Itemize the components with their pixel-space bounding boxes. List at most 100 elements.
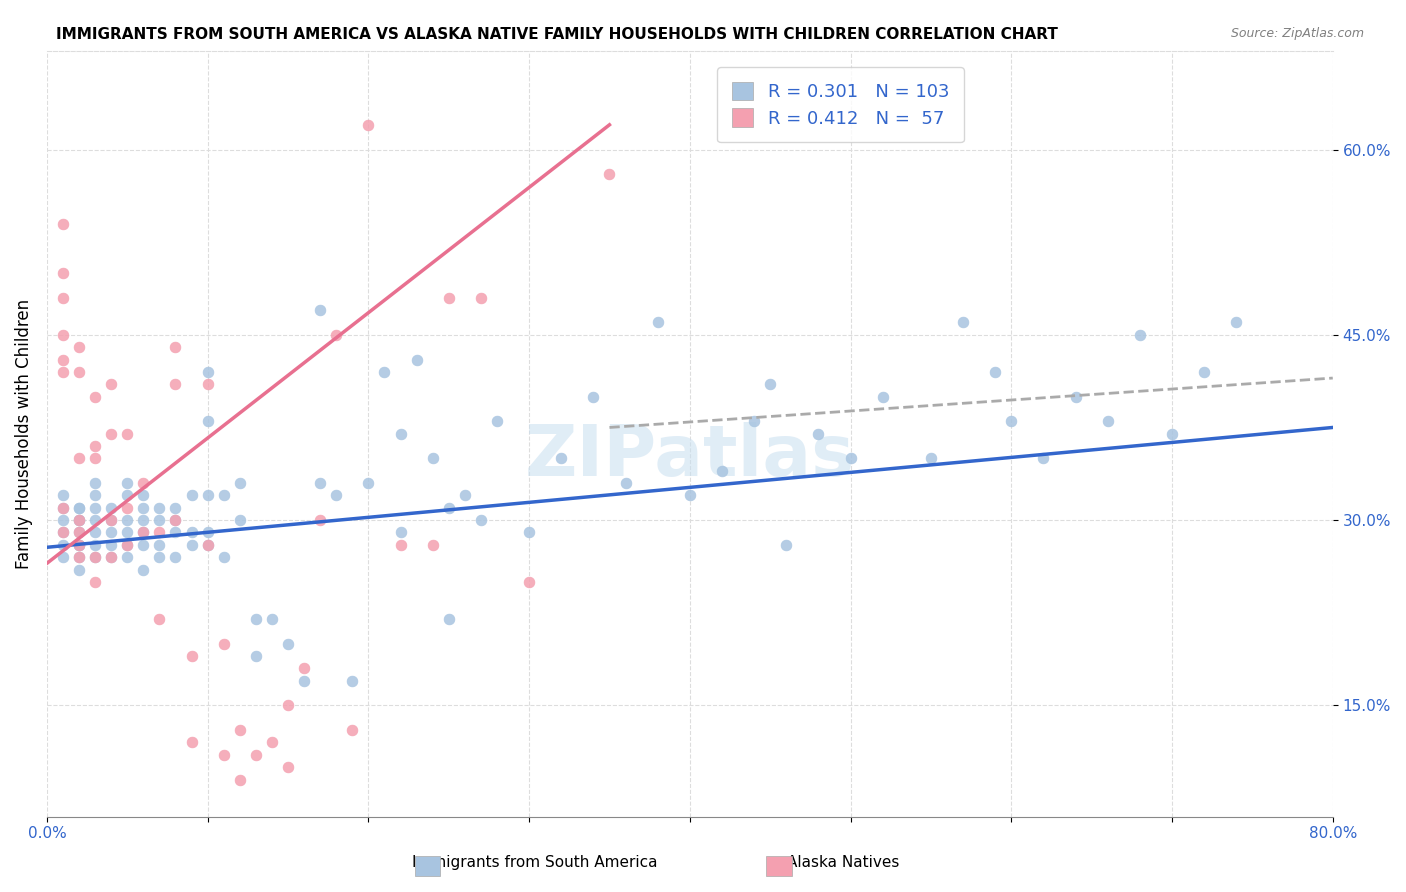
Point: [52, 327, 75, 342]
Point: [357, 118, 380, 132]
Point: [84, 513, 107, 527]
Point: [197, 377, 219, 392]
Point: [100, 550, 122, 565]
Point: [148, 500, 170, 515]
Point: [1225, 315, 1247, 329]
Point: [52, 538, 75, 552]
Point: [389, 525, 412, 540]
Point: [148, 525, 170, 540]
Point: [325, 327, 347, 342]
Point: [84, 574, 107, 589]
Point: [342, 723, 364, 738]
Point: [84, 476, 107, 491]
Point: [485, 414, 508, 428]
Point: [84, 390, 107, 404]
Point: [1000, 414, 1022, 428]
Point: [52, 365, 75, 379]
Point: [647, 315, 669, 329]
Point: [84, 451, 107, 466]
Point: [84, 550, 107, 565]
Point: [614, 476, 637, 491]
Point: [67, 513, 90, 527]
Point: [165, 525, 187, 540]
Point: [245, 747, 267, 762]
Point: [100, 513, 122, 527]
Text: ZIPatlas: ZIPatlas: [524, 422, 855, 491]
Point: [229, 476, 252, 491]
Point: [132, 525, 155, 540]
Point: [165, 340, 187, 354]
Point: [229, 772, 252, 787]
Point: [67, 451, 90, 466]
Point: [437, 612, 460, 626]
Point: [180, 488, 202, 502]
Point: [100, 513, 122, 527]
Point: [180, 648, 202, 663]
Point: [100, 550, 122, 565]
Point: [67, 513, 90, 527]
Y-axis label: Family Households with Children: Family Households with Children: [15, 299, 32, 569]
Point: [260, 612, 283, 626]
Point: [454, 488, 477, 502]
Point: [84, 525, 107, 540]
Point: [84, 500, 107, 515]
Point: [1064, 390, 1087, 404]
Point: [212, 637, 235, 651]
Point: [470, 513, 492, 527]
Point: [165, 550, 187, 565]
Point: [197, 488, 219, 502]
Point: [197, 414, 219, 428]
Point: [84, 550, 107, 565]
Point: [52, 513, 75, 527]
Point: [165, 513, 187, 527]
Point: [582, 390, 605, 404]
Point: [67, 500, 90, 515]
Point: [117, 513, 139, 527]
Point: [212, 488, 235, 502]
Point: [67, 525, 90, 540]
Point: [775, 538, 797, 552]
Point: [245, 648, 267, 663]
Point: [117, 500, 139, 515]
Point: [100, 538, 122, 552]
Point: [117, 538, 139, 552]
Point: [292, 661, 315, 675]
Point: [132, 488, 155, 502]
Point: [67, 538, 90, 552]
Point: [197, 365, 219, 379]
Point: [67, 525, 90, 540]
Point: [517, 574, 540, 589]
Point: [389, 538, 412, 552]
Point: [1192, 365, 1215, 379]
Point: [679, 488, 702, 502]
Point: [52, 500, 75, 515]
Point: [132, 538, 155, 552]
Point: [67, 550, 90, 565]
Point: [1161, 426, 1184, 441]
Point: [52, 500, 75, 515]
Text: IMMIGRANTS FROM SOUTH AMERICA VS ALASKA NATIVE FAMILY HOUSEHOLDS WITH CHILDREN C: IMMIGRANTS FROM SOUTH AMERICA VS ALASKA …: [56, 27, 1059, 42]
Point: [229, 723, 252, 738]
Point: [148, 550, 170, 565]
Point: [470, 291, 492, 305]
Point: [229, 513, 252, 527]
Point: [84, 538, 107, 552]
Point: [52, 525, 75, 540]
Point: [132, 525, 155, 540]
Point: [742, 414, 765, 428]
Point: [422, 451, 444, 466]
Point: [197, 538, 219, 552]
Text: Immigrants from South America: Immigrants from South America: [412, 855, 657, 870]
Point: [1129, 327, 1152, 342]
Point: [100, 525, 122, 540]
Point: [84, 488, 107, 502]
Point: [117, 525, 139, 540]
Point: [309, 303, 332, 318]
Point: [67, 538, 90, 552]
Point: [309, 476, 332, 491]
Point: [260, 735, 283, 749]
Point: [132, 513, 155, 527]
Point: [52, 217, 75, 231]
Point: [277, 698, 299, 713]
Point: [277, 760, 299, 774]
